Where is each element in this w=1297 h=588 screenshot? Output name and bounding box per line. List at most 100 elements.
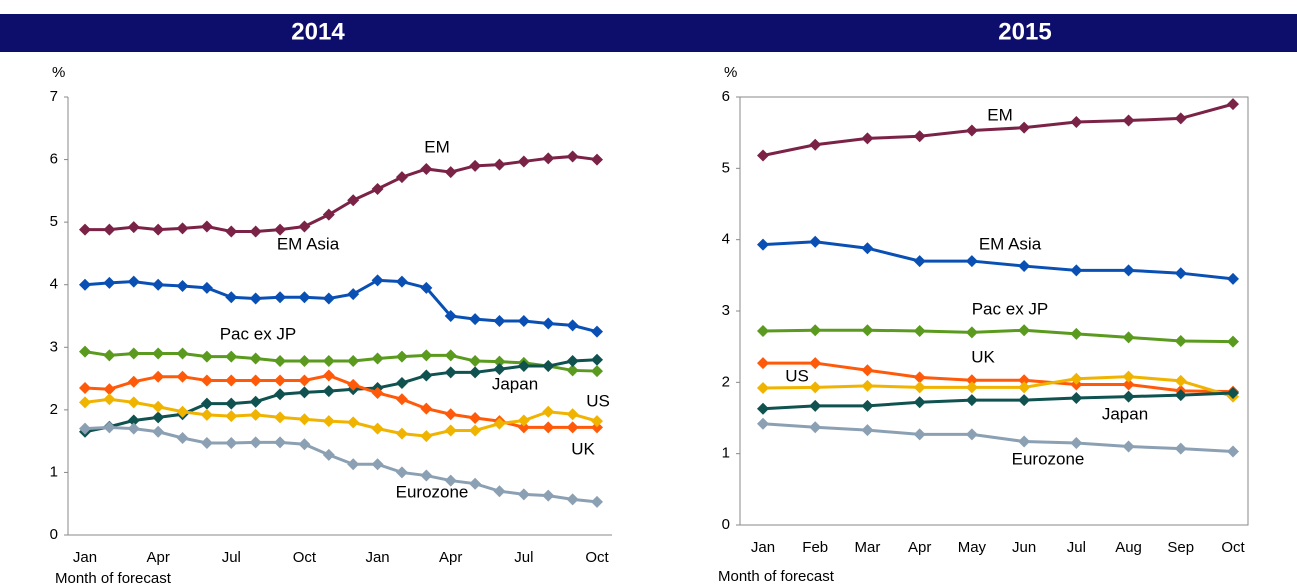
marker (200, 374, 213, 387)
marker (861, 364, 874, 377)
x-tick-label: Feb (802, 539, 828, 556)
marker (517, 360, 530, 373)
marker (1070, 327, 1083, 340)
marker (861, 132, 874, 145)
marker (566, 355, 579, 368)
marker (1122, 390, 1135, 403)
marker (152, 425, 165, 438)
marker (861, 242, 874, 255)
marker (79, 278, 91, 291)
series-label: Japan (492, 374, 538, 393)
marker (395, 427, 408, 440)
marker (395, 171, 408, 184)
marker (444, 310, 457, 322)
series-line (762, 422, 1234, 454)
marker (861, 379, 874, 392)
marker (420, 281, 433, 294)
marker (542, 421, 555, 434)
marker (809, 138, 822, 151)
marker (152, 370, 165, 383)
marker (298, 355, 311, 368)
marker (591, 365, 603, 378)
x-tick-label: Mar (855, 539, 881, 556)
marker (420, 430, 433, 443)
x-axis-label: Month of forecast (718, 568, 835, 585)
marker (152, 400, 165, 413)
header-bar (0, 14, 1297, 52)
marker (517, 155, 530, 168)
marker (444, 474, 457, 487)
series-label: EM Asia (277, 234, 340, 253)
marker (757, 357, 769, 370)
marker (542, 360, 555, 373)
marker (420, 162, 433, 175)
marker (322, 369, 335, 382)
marker (444, 424, 457, 437)
series-label: EM (424, 137, 450, 156)
marker (371, 386, 384, 399)
y-axis-label: % (724, 64, 737, 81)
x-tick-label: Apr (146, 549, 169, 566)
marker (517, 315, 530, 328)
marker (176, 279, 189, 292)
marker (249, 374, 262, 387)
marker (1018, 260, 1031, 273)
series-label: US (785, 366, 809, 385)
marker (861, 399, 874, 412)
y-tick-label: 4 (722, 231, 730, 248)
x-tick-label: May (958, 539, 987, 556)
marker (757, 149, 769, 162)
marker (347, 355, 360, 368)
marker (127, 414, 140, 427)
marker (298, 291, 311, 304)
marker (809, 399, 822, 412)
marker (347, 458, 360, 471)
y-tick-label: 3 (50, 338, 58, 355)
x-axis-label: Month of forecast (55, 570, 172, 587)
series-label: UK (971, 347, 995, 366)
marker (1122, 370, 1135, 383)
marker (566, 493, 579, 506)
marker (913, 371, 926, 384)
marker (176, 222, 189, 235)
marker (493, 355, 506, 368)
x-tick-label: Aug (1115, 539, 1142, 556)
marker (444, 166, 457, 179)
marker (542, 152, 555, 165)
marker (469, 159, 482, 172)
marker (249, 225, 262, 238)
marker (1122, 378, 1135, 391)
y-tick-label: 2 (50, 401, 58, 418)
x-tick-label: Apr (908, 539, 931, 556)
x-tick-label: Sep (1167, 539, 1194, 556)
marker (809, 324, 822, 337)
x-tick-label: Jun (1012, 539, 1036, 556)
y-tick-label: 2 (722, 373, 730, 390)
marker (298, 374, 311, 387)
marker (79, 396, 91, 409)
marker (1070, 264, 1083, 277)
series-label: EM Asia (979, 234, 1042, 253)
series-line (763, 361, 1234, 394)
marker (1174, 374, 1187, 387)
marker (1174, 267, 1187, 280)
marker (103, 276, 116, 289)
x-tick-label: Oct (585, 549, 609, 566)
marker (1122, 331, 1135, 344)
series-line (84, 358, 598, 434)
marker (347, 378, 360, 391)
marker (913, 130, 926, 143)
marker (566, 319, 579, 332)
marker (225, 397, 238, 410)
series-line (762, 102, 1234, 157)
marker (1174, 442, 1187, 455)
marker (757, 238, 769, 251)
series-label: Japan (1102, 404, 1148, 423)
marker (395, 350, 408, 363)
marker (1018, 435, 1031, 448)
marker (322, 385, 335, 398)
marker (493, 315, 506, 328)
marker (757, 324, 769, 337)
marker (469, 366, 482, 379)
